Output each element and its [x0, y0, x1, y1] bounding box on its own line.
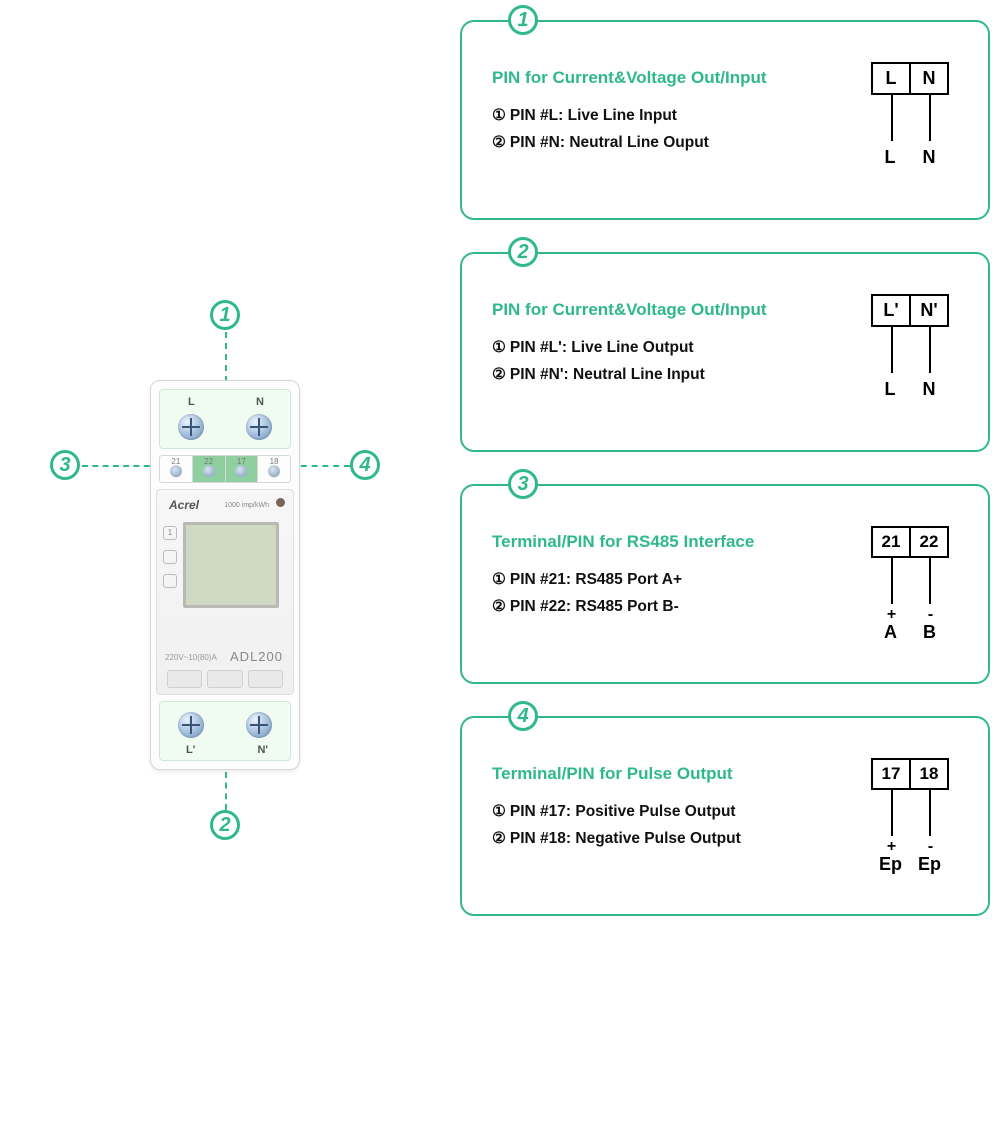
rating-label: 220V~10(80)A — [165, 653, 217, 662]
pin-box: N' — [911, 296, 947, 325]
side-button-icon: 1 — [163, 526, 177, 540]
pin-stem-icon — [891, 556, 893, 604]
card-line-text: PIN #21: RS485 Port A+ — [510, 571, 682, 589]
screw-icon — [246, 712, 272, 738]
screw-icon — [178, 414, 204, 440]
pin-bottom-label: N — [923, 379, 936, 400]
pin-diagram: 17 18 + - Ep Ep — [860, 758, 960, 875]
pin-stem-icon — [929, 325, 931, 373]
screw-icon — [268, 465, 280, 477]
callout-leader-3 — [82, 465, 160, 467]
info-card-3: 3 Terminal/PIN for RS485 Interface ① PIN… — [460, 484, 990, 684]
top-terminal-block: L N — [159, 389, 291, 449]
top-terminal-n-label: N — [256, 396, 264, 408]
pin-bottom-label: A — [884, 622, 897, 643]
marker-icon: ① — [492, 570, 506, 589]
pin-diagram: L' N' L N — [860, 294, 960, 400]
callout-leader-2 — [225, 772, 227, 810]
nav-buttons — [167, 670, 283, 688]
info-cards: 1 PIN for Current&Voltage Out/Input ① PI… — [460, 20, 990, 948]
mid-terminal-cell: 21 — [160, 456, 193, 482]
pin-box: 18 — [911, 760, 947, 788]
pin-box: L' — [873, 296, 911, 325]
pin-bottom-label: L — [885, 147, 896, 168]
card-badge: 3 — [508, 469, 538, 499]
mid-terminal-cell: 17 — [226, 456, 259, 482]
marker-icon: ② — [492, 829, 506, 848]
marker-icon: ② — [492, 597, 506, 616]
mid-terminal-strip: 21 22 17 18 — [159, 455, 291, 483]
marker-icon: ① — [492, 338, 506, 357]
card-line-text: PIN #17: Positive Pulse Output — [510, 803, 736, 821]
callout-leader-1 — [225, 332, 227, 382]
pin-diagram: 21 22 + - A B — [860, 526, 960, 643]
nav-button-icon — [167, 670, 202, 688]
mid-terminal-cell: 22 — [193, 456, 226, 482]
led-icon — [276, 498, 285, 507]
info-card-1: 1 PIN for Current&Voltage Out/Input ① PI… — [460, 20, 990, 220]
card-badge: 4 — [508, 701, 538, 731]
brand-label: Acrel — [169, 498, 199, 512]
card-line-text: PIN #L': Live Line Output — [510, 339, 694, 357]
info-card-2: 2 PIN for Current&Voltage Out/Input ① PI… — [460, 252, 990, 452]
pin-stem-icon — [891, 788, 893, 836]
info-card-4: 4 Terminal/PIN for Pulse Output ① PIN #1… — [460, 716, 990, 916]
device-diagram: 1 2 3 4 L N 21 22 17 18 Acrel 1000 imp/k… — [40, 300, 380, 840]
pin-stem-icon — [891, 93, 893, 141]
pin-stem-icon — [929, 788, 931, 836]
bottom-terminal-l-label: L' — [186, 744, 195, 756]
pin-stem-icon — [891, 325, 893, 373]
pin-box: N — [911, 64, 947, 93]
pin-box: L — [873, 64, 911, 93]
pin-box: 21 — [873, 528, 911, 556]
lcd-screen — [183, 522, 279, 608]
screw-icon — [170, 465, 182, 477]
card-line-text: PIN #22: RS485 Port B- — [510, 598, 679, 616]
nav-button-icon — [207, 670, 242, 688]
card-line-text: PIN #N: Neutral Line Ouput — [510, 134, 709, 152]
callout-badge-2: 2 — [210, 810, 240, 840]
impulse-label: 1000 imp/kWh — [224, 502, 269, 509]
marker-icon: ① — [492, 106, 506, 125]
pin-bottom-label: B — [923, 622, 936, 643]
meter-face: Acrel 1000 imp/kWh 1 220V~10(80)A ADL200 — [156, 489, 294, 695]
screw-icon — [235, 465, 247, 477]
screw-icon — [203, 465, 215, 477]
card-badge: 2 — [508, 237, 538, 267]
screw-icon — [246, 414, 272, 440]
callout-badge-4: 4 — [350, 450, 380, 480]
top-terminal-l-label: L — [188, 396, 195, 408]
card-line-text: PIN #N': Neutral Line Input — [510, 366, 705, 384]
bottom-terminal-block: L' N' — [159, 701, 291, 761]
pin-stem-icon — [929, 556, 931, 604]
screw-icon — [178, 712, 204, 738]
card-badge: 1 — [508, 5, 538, 35]
pin-bottom-label: Ep — [879, 854, 902, 875]
card-line-text: PIN #L: Live Line Input — [510, 107, 677, 125]
callout-badge-3: 3 — [50, 450, 80, 480]
marker-icon: ① — [492, 802, 506, 821]
pin-diagram: L N L N — [860, 62, 960, 168]
marker-icon: ② — [492, 133, 506, 152]
pin-box: 17 — [873, 760, 911, 788]
marker-icon: ② — [492, 365, 506, 384]
side-button-icon — [163, 550, 177, 564]
side-buttons: 1 — [163, 526, 177, 588]
nav-button-icon — [248, 670, 283, 688]
card-line-text: PIN #18: Negative Pulse Output — [510, 830, 741, 848]
pin-bottom-label: Ep — [918, 854, 941, 875]
pin-bottom-label: N — [923, 147, 936, 168]
pin-stem-icon — [929, 93, 931, 141]
callout-badge-1: 1 — [210, 300, 240, 330]
model-label: ADL200 — [230, 649, 283, 664]
meter-body: L N 21 22 17 18 Acrel 1000 imp/kWh 1 220… — [150, 380, 300, 770]
side-button-icon — [163, 574, 177, 588]
bottom-terminal-n-label: N' — [257, 744, 268, 756]
pin-bottom-label: L — [885, 379, 896, 400]
mid-terminal-cell: 18 — [258, 456, 290, 482]
pin-box: 22 — [911, 528, 947, 556]
